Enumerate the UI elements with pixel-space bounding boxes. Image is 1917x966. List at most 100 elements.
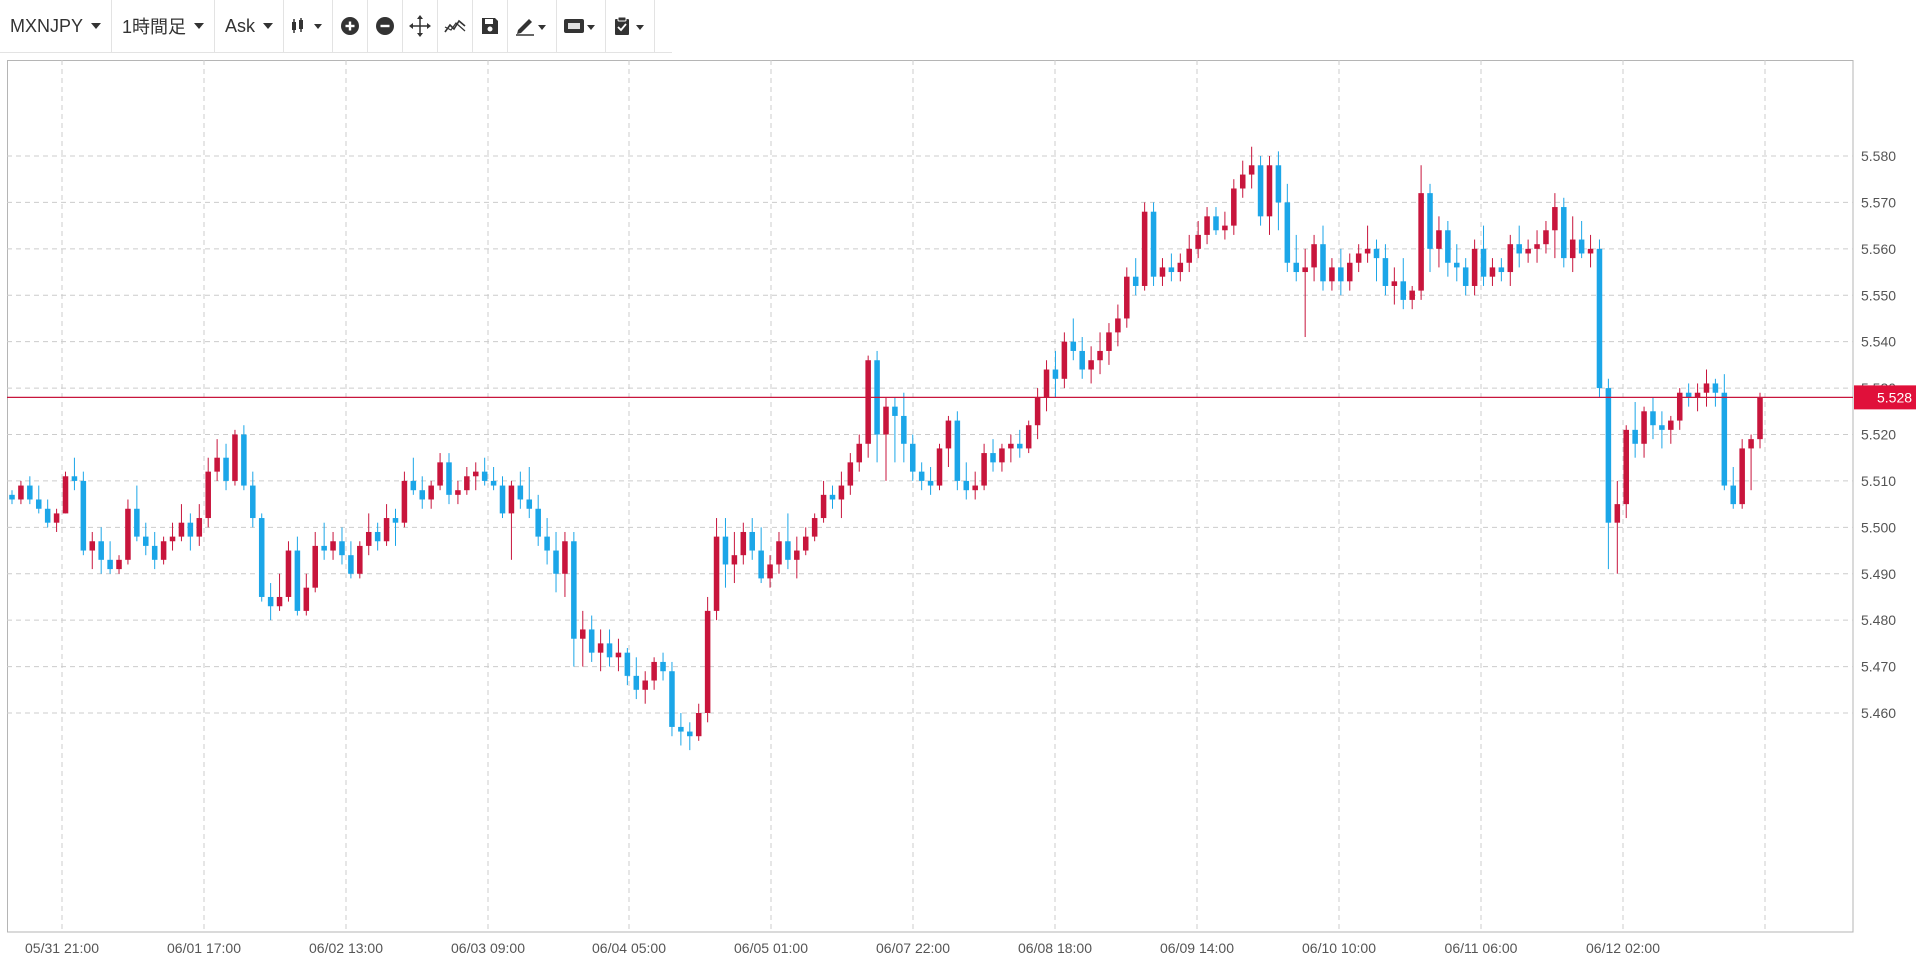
zoom-in-icon bbox=[341, 17, 360, 35]
candle-body bbox=[1008, 443, 1014, 449]
candle-body bbox=[205, 471, 211, 519]
candlestick-type-button[interactable] bbox=[284, 0, 334, 52]
candle bbox=[428, 480, 434, 509]
candle-body bbox=[62, 476, 69, 514]
save-button[interactable] bbox=[473, 0, 509, 52]
candle-body bbox=[169, 536, 176, 542]
candle bbox=[1106, 323, 1112, 365]
candle-body bbox=[597, 643, 604, 653]
candle-body bbox=[731, 555, 738, 565]
candle-body bbox=[1409, 290, 1415, 300]
candle-body bbox=[785, 541, 791, 560]
y-tick-label: 5.580 bbox=[1861, 148, 1896, 164]
candle-body bbox=[1694, 392, 1701, 398]
timeframe-selector[interactable]: 1時間足 bbox=[112, 0, 216, 52]
indicator-button[interactable] bbox=[438, 0, 474, 52]
y-tick-label: 5.510 bbox=[1861, 473, 1896, 489]
candle-body bbox=[1061, 341, 1068, 379]
candle-body bbox=[1302, 267, 1308, 273]
candle-body bbox=[1703, 383, 1710, 393]
candle bbox=[1543, 220, 1549, 254]
candle bbox=[1364, 225, 1371, 263]
candle-body bbox=[963, 480, 970, 491]
candle-body bbox=[1239, 174, 1246, 189]
candle bbox=[89, 531, 96, 570]
candle-body bbox=[1204, 216, 1210, 235]
candle-body bbox=[134, 508, 140, 537]
candle bbox=[892, 397, 898, 463]
candle-body bbox=[927, 480, 934, 486]
candle-body bbox=[1712, 383, 1719, 393]
candle-body bbox=[865, 360, 871, 444]
candle-body bbox=[1213, 216, 1219, 231]
candle-body bbox=[713, 536, 720, 611]
candle-body bbox=[1248, 165, 1255, 175]
candle bbox=[490, 466, 497, 491]
candle-body bbox=[508, 485, 515, 514]
price-side-selector[interactable]: Ask bbox=[215, 0, 285, 52]
x-tick-label: 06/02 13:00 bbox=[309, 940, 383, 956]
candle-body bbox=[1462, 267, 1469, 286]
candle bbox=[1659, 411, 1665, 449]
candle-body bbox=[1364, 248, 1371, 254]
candle bbox=[1578, 220, 1585, 259]
candle-body bbox=[481, 471, 488, 481]
y-tick-label: 5.500 bbox=[1861, 519, 1896, 535]
zoom-out-button[interactable] bbox=[368, 0, 404, 52]
candle-body bbox=[767, 564, 773, 579]
candle-body bbox=[1275, 165, 1282, 203]
candle-body bbox=[1329, 267, 1335, 282]
candle bbox=[856, 434, 863, 472]
current-price-tag bbox=[1854, 385, 1916, 410]
candle-body bbox=[1034, 397, 1041, 426]
price-chart[interactable]: 5.4605.4705.4805.4905.5005.5105.5205.530… bbox=[7, 60, 1917, 961]
price-side-label: Ask bbox=[225, 15, 256, 36]
candle bbox=[1498, 258, 1505, 282]
clipboard-button[interactable] bbox=[606, 0, 656, 52]
candle-body bbox=[1079, 350, 1085, 370]
move-button[interactable] bbox=[403, 0, 439, 52]
x-tick-label: 06/08 18:00 bbox=[1018, 940, 1092, 956]
candle-body bbox=[348, 555, 354, 574]
timeframe-label: 1時間足 bbox=[122, 17, 187, 37]
candle-body bbox=[936, 448, 943, 486]
draw-tool-button[interactable] bbox=[508, 0, 558, 52]
candle bbox=[1534, 230, 1540, 263]
candle bbox=[357, 541, 363, 579]
candle bbox=[1614, 480, 1621, 574]
candle bbox=[1177, 253, 1184, 282]
candle-body bbox=[1471, 248, 1478, 286]
candle-body bbox=[517, 485, 524, 500]
delete-icon bbox=[564, 19, 596, 33]
candlestick-chart[interactable]: 5.4605.4705.4805.4905.5005.5105.5205.530… bbox=[7, 60, 1917, 961]
candle-body bbox=[1480, 248, 1487, 277]
chart-grid bbox=[7, 60, 1854, 933]
candle bbox=[990, 439, 996, 472]
candle-body bbox=[258, 518, 265, 597]
candle-body bbox=[945, 420, 952, 449]
candle bbox=[1641, 406, 1647, 458]
symbol-label: MXNJPY bbox=[10, 15, 84, 36]
candle-body bbox=[1070, 341, 1077, 351]
candle-body bbox=[1338, 267, 1344, 282]
candle-body bbox=[1025, 425, 1032, 449]
symbol-selector[interactable]: MXNJPY bbox=[0, 0, 113, 52]
candle-body bbox=[187, 522, 194, 537]
x-tick-label: 06/10 10:00 bbox=[1302, 940, 1376, 956]
zoom-in-button[interactable] bbox=[333, 0, 369, 52]
candle-body bbox=[339, 541, 345, 556]
candle-body bbox=[1346, 262, 1353, 282]
y-tick-label: 5.490 bbox=[1861, 566, 1896, 582]
candle-body bbox=[615, 652, 622, 658]
candle bbox=[1400, 258, 1407, 310]
candle-body bbox=[250, 485, 256, 519]
candle-body bbox=[678, 726, 684, 732]
candle-body bbox=[669, 671, 675, 727]
candle-body bbox=[1115, 318, 1121, 333]
candle bbox=[820, 480, 827, 523]
y-tick-label: 5.560 bbox=[1861, 241, 1896, 257]
delete-button[interactable] bbox=[557, 0, 607, 52]
candle bbox=[187, 513, 194, 551]
candle-body bbox=[232, 434, 238, 481]
candle bbox=[1293, 234, 1300, 282]
